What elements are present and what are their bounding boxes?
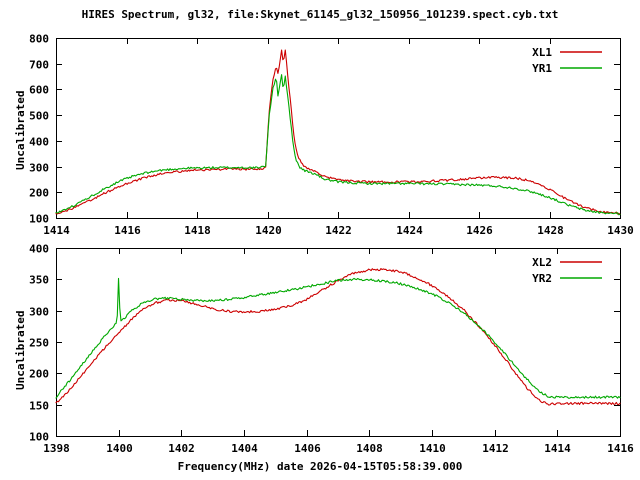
y-tick-label-top: 800 bbox=[29, 33, 49, 46]
trace-xl2 bbox=[55, 267, 621, 406]
trace-xl1 bbox=[55, 49, 621, 215]
legend-label-yr1: YR1 bbox=[532, 62, 552, 75]
y-tick-label-bottom: 400 bbox=[29, 243, 49, 256]
y-tick-label-top: 600 bbox=[29, 84, 49, 97]
y-tick-label-bottom: 300 bbox=[29, 306, 49, 319]
x-tick-label-top: 1428 bbox=[537, 224, 564, 237]
y-tick-label-bottom: 250 bbox=[29, 337, 49, 350]
x-tick-label-bottom: 1400 bbox=[106, 442, 133, 455]
page-title: HIRES Spectrum, gl32, file:Skynet_61145_… bbox=[81, 8, 559, 21]
x-tick-label-top: 1414 bbox=[43, 224, 70, 237]
y-tick-label-top: 500 bbox=[29, 110, 49, 123]
x-tick-label-bottom: 1404 bbox=[231, 442, 258, 455]
x-tick-label-bottom: 1408 bbox=[356, 442, 383, 455]
x-tick-label-top: 1420 bbox=[255, 224, 282, 237]
x-tick-label-bottom: 1406 bbox=[294, 442, 321, 455]
y-tick-label-bottom: 150 bbox=[29, 400, 49, 413]
y-tick-label-top: 700 bbox=[29, 59, 49, 72]
x-tick-label-bottom: 1402 bbox=[168, 442, 195, 455]
trace-yr1 bbox=[55, 74, 621, 216]
panel-bottom: 1398 1400 1402 1404 1406 1408 1410 1412 1414 1416… bbox=[29, 243, 634, 456]
legend-label-yr2: YR2 bbox=[532, 272, 552, 285]
panel-top: 1414 1416 1418 1420 1422 1424 1426 1428 1430 100 2… bbox=[29, 33, 634, 238]
x-tick-label-top: 1422 bbox=[325, 224, 352, 237]
y-tick-label-bottom: 200 bbox=[29, 368, 49, 381]
y-tick-label-top: 200 bbox=[29, 187, 49, 200]
x-tick-label-bottom: 1410 bbox=[419, 442, 446, 455]
x-tick-label-top: 1418 bbox=[184, 224, 211, 237]
x-tick-label-top: 1430 bbox=[607, 224, 634, 237]
x-tick-label-bottom: 1412 bbox=[482, 442, 509, 455]
x-axis-label: Frequency(MHz) date 2026-04-15T05:58:39.… bbox=[177, 460, 463, 473]
x-tick-label-bottom: 1398 bbox=[43, 442, 70, 455]
y-tick-label-top: 100 bbox=[29, 213, 49, 226]
y-tick-label-top: 400 bbox=[29, 136, 49, 149]
trace-yr2 bbox=[55, 277, 621, 399]
y-tick-label-top: 300 bbox=[29, 162, 49, 175]
x-tick-label-bottom: 1416 bbox=[607, 442, 634, 455]
x-tick-label-top: 1424 bbox=[396, 224, 423, 237]
legend-label-xl1: XL1 bbox=[532, 46, 552, 59]
y-tick-label-bottom: 100 bbox=[29, 431, 49, 444]
legend-label-xl2: XL2 bbox=[532, 256, 552, 269]
y-tick-label-bottom: 350 bbox=[29, 274, 49, 287]
x-tick-label-top: 1426 bbox=[466, 224, 493, 237]
x-tick-label-top: 1416 bbox=[114, 224, 141, 237]
x-tick-label-bottom: 1414 bbox=[544, 442, 571, 455]
